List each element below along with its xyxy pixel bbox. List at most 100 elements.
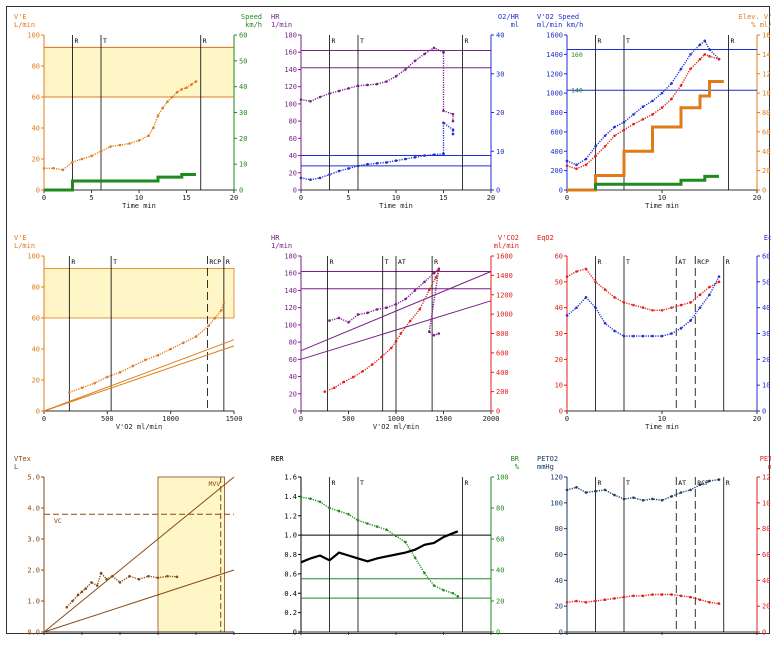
y-tick-label: 140	[284, 287, 297, 295]
data-point	[169, 347, 172, 351]
data-point	[432, 584, 436, 587]
data-point	[442, 109, 445, 113]
phase-marker-label: R	[434, 258, 438, 266]
data-point	[442, 50, 445, 54]
y2-tick-label: 0	[762, 408, 766, 416]
phase-marker-label: R	[465, 37, 469, 45]
left-axis-title: VTex	[14, 455, 31, 463]
x-tick-label: 15	[439, 194, 447, 202]
data-point	[703, 53, 707, 56]
data-point	[437, 269, 441, 272]
data-point	[356, 313, 360, 316]
data-point	[347, 321, 350, 324]
data-point	[703, 39, 707, 43]
data-point	[613, 134, 616, 138]
y-tick-label: 100	[27, 32, 40, 40]
right-axis-title: % ml/min	[751, 21, 771, 29]
y-tick-label: 0	[293, 629, 297, 636]
data-point	[679, 67, 683, 71]
y-tick-label: 1.0	[27, 598, 40, 606]
series-V'E	[44, 80, 197, 171]
data-point	[451, 591, 455, 595]
data-point	[660, 498, 664, 502]
data-point	[84, 587, 88, 590]
y-tick-label: 600	[550, 128, 563, 136]
left-axis-title: V'E	[14, 13, 27, 21]
y-tick-label: 60	[289, 135, 297, 143]
y-tick-label: 1.0	[284, 532, 297, 540]
data-point	[708, 55, 711, 58]
data-point	[318, 95, 322, 99]
y-tick-label: 40	[289, 152, 297, 160]
phase-marker-label: R	[330, 258, 334, 266]
data-point	[71, 160, 74, 164]
right-axis-title: PETCO2	[760, 455, 771, 463]
data-point	[432, 46, 436, 50]
y2-tick-label: 40	[496, 567, 504, 575]
data-point	[641, 334, 645, 338]
x-tick-label: 0	[565, 415, 569, 423]
data-point	[170, 95, 174, 99]
data-point	[698, 57, 702, 61]
data-point	[337, 169, 341, 173]
y-tick-label: 40	[32, 125, 40, 133]
left-axis-title: ml/min km/h	[537, 21, 583, 29]
data-point	[68, 391, 71, 394]
y-tick-label: 4.0	[27, 505, 40, 513]
y-tick-label: 60	[555, 551, 563, 559]
x-tick-label: 10	[135, 194, 143, 202]
y2-tick-label: 10	[496, 148, 504, 156]
data-point	[156, 576, 160, 580]
data-point	[622, 120, 626, 124]
data-point	[418, 307, 422, 311]
y2-tick-label: 30	[239, 109, 247, 117]
phase-marker-label: T	[626, 37, 630, 45]
data-point	[679, 594, 683, 598]
series-BR	[300, 496, 459, 597]
data-point	[689, 301, 692, 304]
data-point	[603, 134, 607, 138]
right-axis-title: Speed	[241, 13, 262, 21]
y-tick-label: 80	[289, 118, 297, 126]
y2-tick-label: 0	[496, 629, 500, 636]
data-point	[299, 98, 303, 101]
y2-tick-label: 0	[762, 187, 766, 195]
data-point	[575, 167, 578, 170]
phase-marker-label: R	[203, 37, 207, 45]
x-tick-label: 10	[658, 415, 666, 423]
data-point	[641, 306, 645, 309]
phase-marker-label: T	[113, 258, 117, 266]
data-point	[451, 128, 455, 132]
y2-tick-label: 1400	[496, 272, 513, 280]
y-tick-label: 20	[555, 356, 563, 364]
x-tick-label: 20	[753, 415, 761, 423]
x-tick-label: 1000	[388, 415, 405, 423]
data-point	[366, 522, 369, 525]
phase-marker-label: R	[71, 258, 75, 266]
y-tick-label: 1600	[546, 32, 563, 40]
phase-marker-label: R	[226, 258, 230, 266]
data-point	[356, 519, 360, 522]
data-point	[708, 48, 711, 51]
data-point	[717, 57, 721, 61]
y-tick-label: 0	[36, 187, 40, 195]
x-tick-label: 0	[565, 194, 569, 202]
y-tick-label: 80	[555, 525, 563, 533]
data-point	[689, 488, 692, 492]
y-tick-label: 160	[284, 270, 297, 278]
data-point	[698, 306, 702, 309]
cpet-nine-panel-plot: 0 5 10 15 200204060801000102030405060V'EL/mi…	[14, 13, 771, 636]
data-point	[622, 334, 626, 338]
data-point	[575, 270, 578, 273]
y2-tick-label: 1400	[762, 51, 771, 59]
data-point	[52, 167, 55, 170]
data-point	[99, 149, 103, 153]
series-HR	[329, 267, 440, 336]
data-point	[394, 75, 398, 78]
data-point	[156, 353, 160, 357]
data-point	[708, 600, 711, 604]
data-point	[660, 308, 664, 312]
left-axis-title: HR	[271, 13, 280, 21]
y-tick-label: 160	[284, 49, 297, 57]
data-point	[80, 157, 84, 161]
